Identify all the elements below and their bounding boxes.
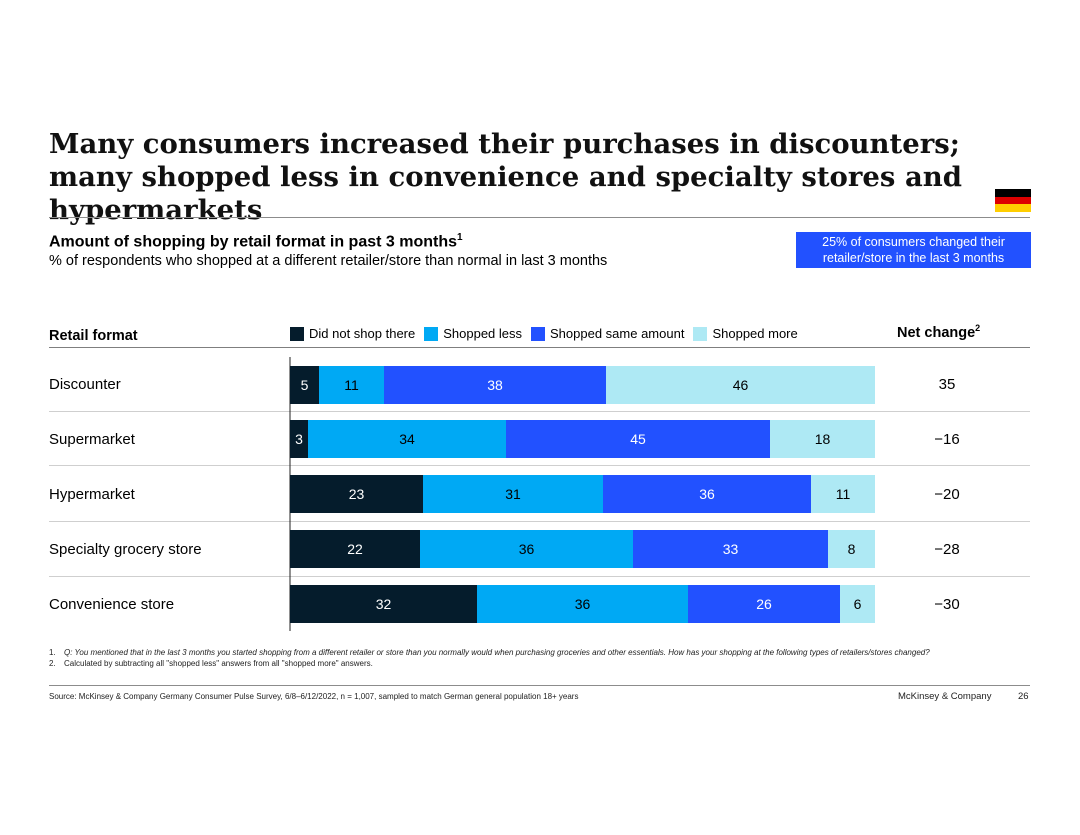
- footer-divider: [49, 685, 1030, 686]
- row-label-discounter: Discounter: [49, 376, 121, 393]
- footnote-2: 2. Calculated by subtracting all "shoppe…: [49, 659, 979, 669]
- bar-value-label: 45: [630, 431, 646, 447]
- bar-segment: [506, 420, 770, 458]
- bar-value-label: 22: [347, 541, 363, 557]
- row-label-hypermarket: Hypermarket: [49, 486, 135, 503]
- footnote-ref-2: 2: [975, 323, 981, 333]
- footnote-ref-1: 1: [457, 232, 463, 243]
- bar-segment: [633, 530, 828, 568]
- net-change-hypermarket: −20: [934, 486, 960, 503]
- legend-swatch: [424, 326, 439, 341]
- bar-segment: [828, 530, 875, 568]
- bar-segment: [811, 475, 875, 513]
- bar-segment: [290, 585, 477, 623]
- flag-stripe-gold: [995, 204, 1031, 212]
- legend-swatch: [693, 326, 708, 341]
- chart-description: % of respondents who shopped at a differ…: [49, 253, 608, 269]
- bar-segment: [477, 585, 688, 623]
- legend-item-shopped-more: Shopped more: [693, 326, 798, 341]
- bar-value-label: 32: [376, 596, 392, 612]
- page-number: 26: [1018, 691, 1029, 702]
- chart-subtitle: Amount of shopping by retail format in p…: [49, 232, 463, 251]
- source-note: Source: McKinsey & Company Germany Consu…: [49, 692, 579, 701]
- bar-value-label: 36: [575, 596, 591, 612]
- net-change-discounter: 35: [938, 376, 956, 393]
- legend-item-shopped-same: Shopped same amount: [531, 326, 684, 341]
- callout-line-2: retailer/store in the last 3 months: [822, 251, 1005, 265]
- bar-segment: [770, 420, 875, 458]
- flag-stripe-red: [995, 196, 1031, 205]
- callout-line-1: 25% of consumers changed their: [822, 235, 1005, 249]
- chart-subtitle-text: Amount of shopping by retail format in p…: [49, 233, 458, 251]
- net-change-convenience: −30: [934, 596, 960, 613]
- row-divider: [49, 576, 1030, 577]
- bar-segment: [308, 420, 506, 458]
- row-divider: [49, 411, 1030, 412]
- row-label-convenience: Convenience store: [49, 596, 175, 613]
- flag-stripe-black: [995, 189, 1031, 197]
- footnote-number: 2.: [49, 659, 56, 668]
- bar-segment: [290, 366, 319, 404]
- bar-value-label: 3: [295, 431, 303, 447]
- bar-segment: [606, 366, 875, 404]
- chart-legend: Did not shop there Shopped less Shopped …: [290, 326, 807, 341]
- germany-flag-icon: [995, 189, 1031, 212]
- bar-value-label: 8: [848, 541, 856, 557]
- bar-value-label: 6: [854, 596, 862, 612]
- row-divider: [49, 465, 1030, 466]
- bar-segment: [290, 420, 308, 458]
- legend-item-shopped-less: Shopped less: [424, 326, 522, 341]
- footnote-text: Q: You mentioned that in the last 3 mont…: [64, 648, 930, 657]
- bar-segment: [688, 585, 840, 623]
- legend-label: Did not shop there: [309, 326, 416, 341]
- legend-label: Shopped more: [712, 326, 798, 341]
- bar-segment: [290, 530, 420, 568]
- legend-label: Shopped same amount: [550, 326, 685, 341]
- bar-value-label: 18: [815, 431, 831, 447]
- bar-value-label: 31: [505, 486, 521, 502]
- bar-value-label: 33: [723, 541, 739, 557]
- bar-value-label: 36: [519, 541, 535, 557]
- bar-value-label: 11: [836, 486, 851, 502]
- bar-value-label: 46: [733, 377, 749, 393]
- bar-group: 5 11 38 46 3 34 45 18 23 31 36 11 22 36 33 8 32 36 26 6: [290, 366, 875, 623]
- bar-segment: [384, 366, 606, 404]
- bar-segment: [840, 585, 875, 623]
- legend-label: Shopped less: [443, 326, 523, 341]
- slide-title: Many consumers increased their purchases…: [49, 128, 962, 226]
- bar-value-label: 36: [699, 486, 715, 502]
- bar-segment: [319, 366, 384, 404]
- callout-box: 25% of consumers changed their retailer/…: [796, 232, 1031, 268]
- bar-value-label: 38: [487, 377, 503, 393]
- bar-value-label: 11: [344, 377, 359, 393]
- bar-value-label: 23: [349, 486, 365, 502]
- row-divider: [49, 521, 1030, 522]
- bar-segment: [423, 475, 603, 513]
- bar-segment: [603, 475, 811, 513]
- bar-value-label: 5: [301, 377, 309, 393]
- net-change-header: Net change2: [897, 323, 980, 341]
- net-change-specialty-grocery: −28: [934, 541, 960, 558]
- row-label-specialty-grocery: Specialty grocery store: [49, 541, 202, 558]
- bar-segment: [420, 530, 633, 568]
- footnote-number: 1.: [49, 648, 56, 657]
- footnote-text: Calculated by subtracting all "shopped l…: [64, 659, 373, 668]
- footnote-1: 1. Q: You mentioned that in the last 3 m…: [49, 648, 979, 658]
- net-change-header-text: Net change: [897, 324, 976, 341]
- bar-value-label: 34: [399, 431, 415, 447]
- bar-segment: [290, 475, 423, 513]
- legend-swatch: [290, 326, 304, 341]
- row-label-supermarket: Supermarket: [49, 431, 135, 448]
- footnotes: 1. Q: You mentioned that in the last 3 m…: [49, 648, 979, 670]
- brand-name: McKinsey & Company: [898, 691, 992, 702]
- header-divider: [49, 347, 1030, 348]
- legend-item-did-not-shop: Did not shop there: [290, 326, 415, 341]
- legend-swatch: [531, 326, 546, 341]
- net-change-supermarket: −16: [934, 431, 960, 448]
- bar-value-label: 26: [756, 596, 772, 612]
- retail-format-header: Retail format: [49, 328, 138, 344]
- title-divider: [49, 217, 1030, 218]
